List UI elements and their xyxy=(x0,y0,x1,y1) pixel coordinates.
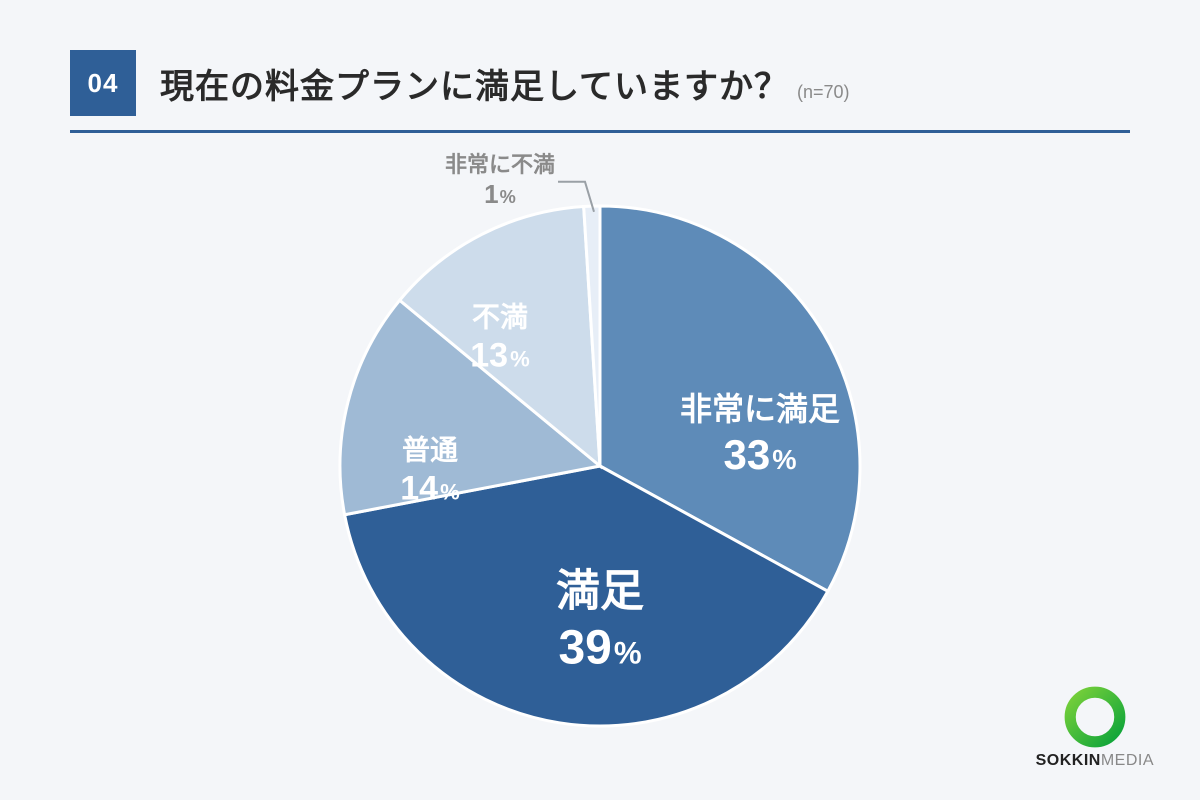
page-title: 現在の料金プランに満足していますか？ xyxy=(160,59,789,108)
title-wrap: 現在の料金プランに満足していますか？ (n=70) xyxy=(160,59,850,108)
pie-chart: 非常に満足33%満足39%普通14%不満13%非常に不満1% xyxy=(0,133,1200,773)
brand-logo-text: SOKKIN MEDIA xyxy=(1036,752,1154,770)
brand-name-light: MEDIA xyxy=(1101,752,1154,770)
brand-name-strong: SOKKIN xyxy=(1036,752,1101,770)
brand-logo: SOKKIN MEDIA xyxy=(1036,686,1154,770)
header: 04 現在の料金プランに満足していますか？ (n=70) xyxy=(0,0,1200,116)
callout-leader-very-unsatisfied xyxy=(0,133,1200,773)
sample-size: (n=70) xyxy=(797,82,850,103)
callout-very-unsatisfied: 非常に不満1% xyxy=(445,151,555,211)
callout-pct: 1% xyxy=(445,178,555,211)
brand-logo-icon xyxy=(1064,686,1126,748)
question-number-badge: 04 xyxy=(70,50,136,116)
callout-name: 非常に不満 xyxy=(445,151,555,179)
